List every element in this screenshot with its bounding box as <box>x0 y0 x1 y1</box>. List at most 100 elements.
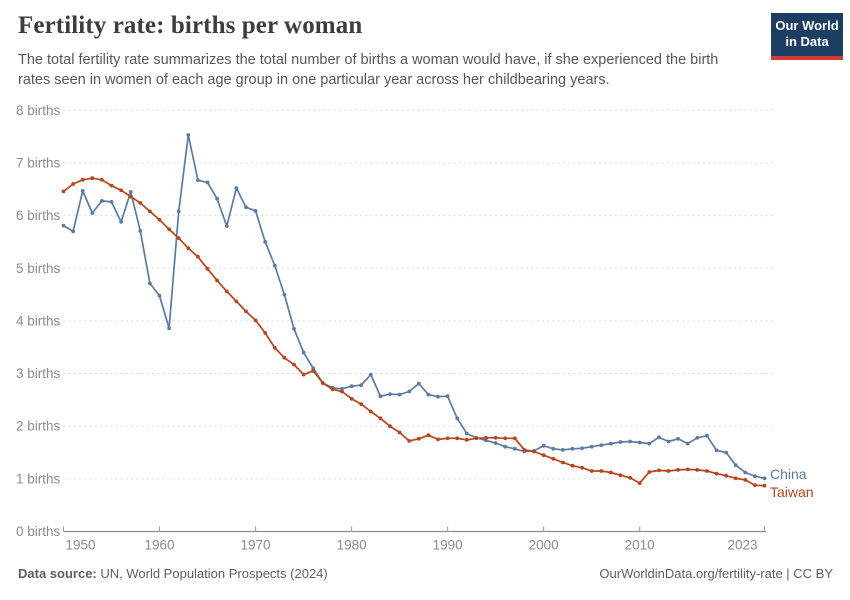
taiwan-data-point[interactable] <box>109 183 114 188</box>
taiwan-data-point[interactable] <box>378 416 383 421</box>
china-data-point[interactable] <box>561 448 565 452</box>
taiwan-data-point[interactable] <box>493 435 498 440</box>
china-data-point[interactable] <box>157 293 162 298</box>
taiwan-data-point[interactable] <box>330 387 335 392</box>
china-data-point[interactable] <box>551 446 556 451</box>
taiwan-data-point[interactable] <box>167 227 172 232</box>
china-data-point[interactable] <box>176 209 181 214</box>
china-data-point[interactable] <box>589 444 594 449</box>
taiwan-data-point[interactable] <box>637 481 642 485</box>
taiwan-data-point[interactable] <box>532 449 536 454</box>
taiwan-data-point[interactable] <box>599 469 604 473</box>
china-data-point[interactable] <box>388 392 392 396</box>
taiwan-data-point[interactable] <box>388 424 392 429</box>
taiwan-data-point[interactable] <box>253 318 258 323</box>
taiwan-data-point[interactable] <box>397 430 402 435</box>
taiwan-data-point[interactable] <box>320 381 325 385</box>
china-data-point[interactable] <box>445 394 450 399</box>
china-data-point[interactable] <box>493 441 498 445</box>
taiwan-data-point[interactable] <box>503 436 508 441</box>
taiwan-data-point[interactable] <box>244 309 248 314</box>
taiwan-data-point[interactable] <box>349 396 354 401</box>
taiwan-data-point[interactable] <box>157 217 162 222</box>
taiwan-data-point[interactable] <box>705 469 709 473</box>
taiwan-data-point[interactable] <box>445 436 450 441</box>
footer-citation[interactable]: OurWorldinData.org/fertility-rate | CC B… <box>599 566 833 581</box>
taiwan-data-point[interactable] <box>753 483 757 488</box>
taiwan-data-point[interactable] <box>301 372 306 377</box>
taiwan-data-point[interactable] <box>628 475 632 480</box>
china-data-point[interactable] <box>743 470 748 475</box>
china-data-point[interactable] <box>695 435 700 440</box>
series-label-china[interactable]: China <box>770 466 807 482</box>
china-data-point[interactable] <box>426 392 431 397</box>
taiwan-data-point[interactable] <box>80 177 85 182</box>
china-data-point[interactable] <box>599 443 604 448</box>
china-data-point[interactable] <box>657 435 661 440</box>
taiwan-data-point[interactable] <box>676 468 680 472</box>
china-data-point[interactable] <box>512 446 517 451</box>
taiwan-data-point[interactable] <box>426 433 431 438</box>
taiwan-data-point[interactable] <box>416 436 421 441</box>
china-data-point[interactable] <box>253 209 258 213</box>
china-data-point[interactable] <box>378 394 383 399</box>
china-data-point[interactable] <box>724 450 728 455</box>
taiwan-data-point[interactable] <box>311 369 316 373</box>
china-data-point[interactable] <box>80 189 85 193</box>
china-data-point[interactable] <box>609 441 613 446</box>
taiwan-data-point[interactable] <box>618 473 623 478</box>
taiwan-data-point[interactable] <box>484 435 488 440</box>
taiwan-data-point[interactable] <box>148 209 152 214</box>
china-data-point[interactable] <box>762 476 767 481</box>
taiwan-data-point[interactable] <box>292 362 296 367</box>
china-data-point[interactable] <box>61 223 66 228</box>
taiwan-data-point[interactable] <box>436 437 440 442</box>
taiwan-data-point[interactable] <box>196 254 200 259</box>
china-data-point[interactable] <box>570 446 575 451</box>
taiwan-data-point[interactable] <box>340 389 344 394</box>
taiwan-data-point[interactable] <box>743 478 748 482</box>
taiwan-data-point[interactable] <box>282 355 287 360</box>
china-data-point[interactable] <box>676 436 680 441</box>
china-data-point[interactable] <box>436 394 440 399</box>
taiwan-data-point[interactable] <box>762 483 767 488</box>
china-data-point[interactable] <box>167 326 172 331</box>
taiwan-data-point[interactable] <box>205 266 210 271</box>
china-data-point[interactable] <box>416 381 421 386</box>
china-data-point[interactable] <box>301 350 306 355</box>
taiwan-data-point[interactable] <box>464 438 469 442</box>
taiwan-data-point[interactable] <box>724 473 728 478</box>
taiwan-data-point[interactable] <box>272 345 277 350</box>
series-label-taiwan[interactable]: Taiwan <box>770 484 814 500</box>
taiwan-data-point[interactable] <box>61 189 66 194</box>
china-data-point[interactable] <box>263 240 268 244</box>
china-data-point[interactable] <box>455 416 460 421</box>
china-data-point[interactable] <box>148 281 152 286</box>
taiwan-line[interactable] <box>62 177 766 487</box>
taiwan-data-point[interactable] <box>666 469 671 473</box>
china-data-point[interactable] <box>580 446 584 451</box>
taiwan-data-point[interactable] <box>368 409 373 414</box>
taiwan-data-point[interactable] <box>609 470 613 475</box>
taiwan-data-point[interactable] <box>455 436 460 441</box>
china-data-point[interactable] <box>340 386 344 391</box>
china-data-point[interactable] <box>196 178 200 183</box>
china-data-point[interactable] <box>685 441 690 446</box>
taiwan-data-point[interactable] <box>138 201 143 205</box>
taiwan-data-point[interactable] <box>224 289 229 294</box>
china-data-point[interactable] <box>705 433 709 438</box>
china-data-point[interactable] <box>71 229 75 234</box>
taiwan-data-point[interactable] <box>522 448 527 452</box>
taiwan-data-point[interactable] <box>407 439 412 443</box>
taiwan-data-point[interactable] <box>733 476 738 481</box>
china-data-point[interactable] <box>272 263 277 268</box>
china-data-point[interactable] <box>503 444 508 449</box>
china-data-point[interactable] <box>484 438 488 443</box>
taiwan-data-point[interactable] <box>657 468 661 473</box>
taiwan-data-point[interactable] <box>176 236 181 241</box>
taiwan-data-point[interactable] <box>359 402 364 406</box>
china-data-point[interactable] <box>618 440 623 444</box>
taiwan-data-point[interactable] <box>551 456 556 461</box>
china-data-point[interactable] <box>186 133 191 137</box>
china-data-point[interactable] <box>90 211 95 215</box>
